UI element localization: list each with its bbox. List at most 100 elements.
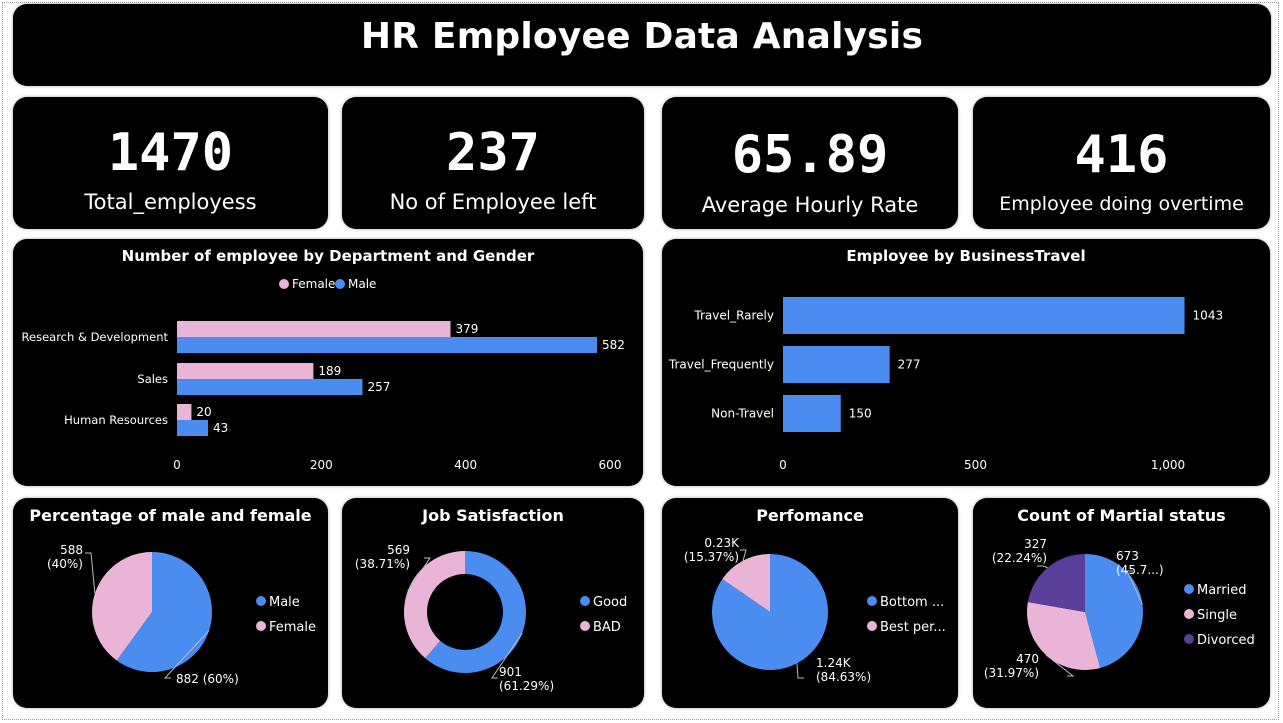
- leader-line: [1126, 570, 1143, 605]
- legend-label: Divorced: [1197, 633, 1255, 648]
- legend-label: Good: [593, 595, 627, 610]
- bar-male: [177, 420, 209, 436]
- kpi-value: 65.89: [731, 125, 889, 185]
- chart-card-performance[interactable]: Perfomance 1.24K (84.63%) Bottom ... 0.23K(…: [662, 498, 958, 708]
- leader-line: [796, 663, 804, 679]
- pie-slice-married: [1085, 554, 1143, 668]
- chart-title: Perfomance: [756, 506, 864, 525]
- business-travel-bar-chart: Travel_Rarely 1043 Travel_Frequently 277 Non…: [668, 297, 1224, 472]
- legend-marker: [867, 621, 877, 631]
- leader-line: [1037, 565, 1048, 569]
- performance-pie-chart: 1.24K (84.63%) Bottom ... 0.23K (15.37%) Best…: [684, 536, 946, 684]
- data-label: 20: [196, 405, 211, 419]
- legend-marker: [1184, 634, 1194, 644]
- legend-label: Single: [1197, 608, 1237, 623]
- category-label: Non-Travel: [711, 407, 774, 421]
- data-label: 43: [213, 421, 228, 435]
- chart-title: Count of Martial status: [1017, 506, 1226, 525]
- bar-female: [177, 363, 314, 379]
- legend-label: Female: [269, 620, 316, 635]
- category-label: Human Resources: [64, 413, 168, 427]
- x-tick-label: 200: [310, 458, 333, 472]
- bar-male: [177, 379, 363, 395]
- marital-status-pie-chart: 673 (45.7...) Married 470 (31.97%) Single 327(…: [984, 537, 1255, 680]
- bar: [783, 346, 890, 383]
- leader-line: [407, 557, 431, 592]
- category-label: Research & Development: [22, 330, 169, 344]
- page-title: HR Employee Data Analysis: [360, 16, 924, 57]
- legend-marker-female: [279, 279, 289, 289]
- kpi-value: 416: [1074, 125, 1169, 185]
- kpi-card-employees-left[interactable]: 237 No of Employee left: [342, 97, 644, 229]
- pie-slice-single: [1027, 602, 1101, 670]
- data-label: 470 (31.97%): [984, 652, 1039, 680]
- x-tick-label: 500: [964, 458, 987, 472]
- kpi-value: 1470: [107, 123, 234, 183]
- data-label: 569 (38.71%): [355, 543, 410, 571]
- data-label: 379: [456, 322, 479, 336]
- kpi-label: Average Hourly Rate: [701, 193, 919, 217]
- data-label: 582: [602, 338, 625, 352]
- chart-card-job-satisfaction[interactable]: Job Satisfaction 901 (61.29%) Good 569 (38.7…: [342, 498, 644, 708]
- chart-title: Employee by BusinessTravel: [846, 247, 1086, 265]
- chart-card-business-travel[interactable]: Employee by BusinessTravel Travel_Rarely…: [662, 239, 1270, 486]
- chart-card-marital-status[interactable]: Count of Martial status 673 (45.7...) Marr…: [973, 498, 1270, 708]
- data-label: 1.24K (84.63%): [816, 656, 871, 684]
- x-tick-label: 1,000: [1151, 458, 1185, 472]
- kpi-card-average-hourly-rate[interactable]: 65.89 Average Hourly Rate: [662, 97, 958, 229]
- pie-slice-best-per: [722, 554, 770, 612]
- bar: [783, 297, 1185, 334]
- legend-label-male: Male: [348, 277, 376, 291]
- bar-male: [177, 337, 598, 353]
- leader-line: [491, 632, 523, 679]
- legend-label: BAD: [593, 620, 621, 635]
- category-label: Travel_Rarely: [693, 309, 774, 323]
- pie-slice-female: [92, 552, 152, 661]
- bar: [783, 395, 841, 432]
- chart-card-gender-percentage[interactable]: Percentage of male and female 882 (60%) M…: [13, 498, 328, 708]
- data-label: 189: [318, 364, 341, 378]
- legend-marker: [867, 596, 877, 606]
- job-satisfaction-donut-chart: 901 (61.29%) Good 569 (38.71%) BAD: [355, 543, 627, 693]
- data-label: 257: [367, 380, 390, 394]
- leader-line: [740, 549, 747, 561]
- legend-label: Best per...: [880, 620, 946, 635]
- leader-line: [85, 552, 96, 594]
- bar-female: [177, 321, 451, 337]
- legend-label: Male: [269, 595, 300, 610]
- data-label: 882 (60%): [176, 672, 239, 686]
- legend-label: Bottom ...: [880, 595, 944, 610]
- pie-slice-divorced: [1027, 554, 1085, 612]
- data-label: 277: [898, 358, 921, 372]
- data-label: 588 (40%): [47, 543, 83, 571]
- category-label: Travel_Frequently: [668, 358, 774, 372]
- legend-marker-male: [335, 279, 345, 289]
- chart-card-department-gender[interactable]: Number of employee by Department and Gen…: [13, 239, 643, 486]
- data-label: 673 (45.7...): [1116, 549, 1164, 577]
- gender-pie-chart: 882 (60%) Male 588 (40%) Female: [47, 543, 316, 686]
- kpi-label: Employee doing overtime: [999, 193, 1244, 215]
- data-label: 150: [849, 407, 872, 421]
- kpi-card-total-employees[interactable]: 1470 Total_employess: [13, 97, 328, 229]
- x-tick-label: 0: [779, 458, 787, 472]
- chart-title: Number of employee by Department and Gen…: [121, 247, 535, 265]
- legend-label: Married: [1197, 583, 1247, 598]
- legend-marker: [1184, 609, 1194, 619]
- pie-slice-male: [116, 552, 213, 672]
- category-label: Sales: [137, 372, 168, 386]
- chart-title: Job Satisfaction: [422, 506, 564, 525]
- data-label: 901 (61.29%): [499, 665, 554, 693]
- department-gender-bar-chart: Female Male Research & Development 379 582 Sa…: [22, 277, 625, 472]
- legend-marker: [1184, 584, 1194, 594]
- x-tick-label: 400: [454, 458, 477, 472]
- title-banner: HR Employee Data Analysis: [13, 4, 1271, 86]
- leader-line: [163, 630, 210, 679]
- legend-marker: [256, 621, 266, 631]
- data-label: 1043: [1193, 309, 1224, 323]
- legend-label-female: Female: [292, 277, 335, 291]
- kpi-label: Total_employess: [84, 190, 257, 214]
- x-tick-label: 600: [599, 458, 622, 472]
- chart-title: Percentage of male and female: [29, 506, 312, 525]
- kpi-card-overtime[interactable]: 416 Employee doing overtime: [973, 97, 1270, 229]
